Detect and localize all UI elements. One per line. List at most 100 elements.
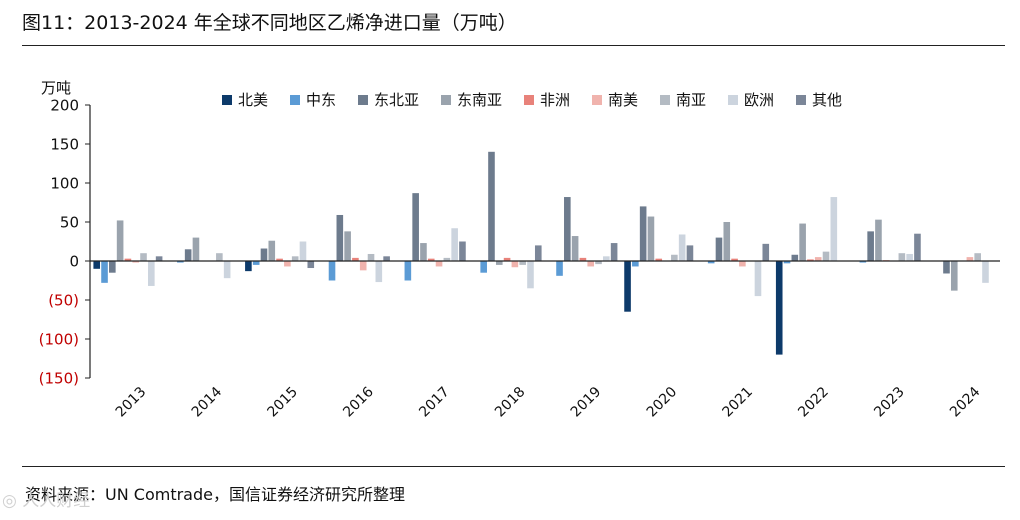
bar-东北亚-2018 — [488, 151, 495, 261]
chart: 200 150 100 50 0 (50) (100) (150) 万吨 2013 2014 2015… — [39, 79, 1000, 420]
bar-东南亚-2019 — [571, 236, 579, 261]
title-divider — [22, 45, 1005, 46]
legend-label-南美: 南美 — [608, 91, 638, 109]
legend-swatch-北美 — [222, 95, 232, 105]
bar-南美-2016 — [359, 261, 367, 271]
x-tick-label: 2021 — [720, 384, 757, 421]
bar-中东-2021 — [707, 261, 715, 264]
bar-南美-2022 — [814, 257, 822, 261]
x-tick-label: 2023 — [871, 384, 908, 421]
source-note: 资料来源：UN Comtrade，国信证券经济研究所整理 — [25, 485, 405, 504]
legend: 北美 中东 东北亚 东南亚 非洲 南美 南亚 欧洲 其他 — [222, 91, 842, 109]
figure-title: 图11：2013-2024 年全球不同地区乙烯净进口量（万吨） — [22, 12, 517, 34]
bar-东南亚-2018 — [495, 261, 503, 265]
legend-swatch-南亚 — [660, 95, 670, 105]
bar-东北亚-2014 — [184, 249, 192, 261]
bar-东北亚-2021 — [715, 237, 723, 261]
bar-东北亚-2015 — [260, 248, 268, 261]
bar-北美-2020 — [624, 261, 631, 312]
bar-欧洲-2013 — [148, 261, 155, 286]
bar-南亚-2019 — [595, 261, 602, 265]
bar-其他-2017 — [459, 241, 466, 261]
bars-layer — [93, 151, 989, 355]
bar-欧洲-2024 — [982, 261, 989, 283]
bar-南亚-2015 — [291, 256, 299, 261]
x-tick-label: 2017 — [416, 384, 453, 421]
axes-layer — [85, 104, 1000, 379]
bar-欧洲-2016 — [375, 261, 383, 283]
bar-南亚-2024 — [974, 253, 981, 261]
bar-东南亚-2023 — [875, 219, 882, 261]
bar-东南亚-2014 — [192, 237, 200, 261]
legend-label-中东: 中东 — [306, 91, 336, 109]
bar-南美-2024 — [966, 257, 974, 261]
bar-中东-2022 — [783, 261, 791, 264]
bar-东北亚-2024 — [943, 261, 950, 274]
x-tick-label: 2018 — [492, 384, 529, 421]
legend-swatch-中东 — [290, 95, 300, 105]
bar-欧洲-2022 — [830, 197, 838, 261]
y-tick-label: 100 — [50, 175, 79, 193]
bar-东南亚-2016 — [344, 231, 351, 261]
bar-其他-2020 — [686, 245, 694, 261]
bar-南美-2017 — [435, 261, 443, 267]
x-tick-label: 2016 — [340, 384, 377, 421]
legend-swatch-东南亚 — [441, 95, 451, 105]
bar-南亚-2014 — [216, 253, 223, 261]
legend-label-欧洲: 欧洲 — [744, 91, 774, 109]
bar-东北亚-2020 — [639, 206, 647, 261]
bar-南亚-2017 — [443, 257, 451, 261]
legend-label-其他: 其他 — [812, 91, 842, 109]
bar-南亚-2020 — [671, 254, 678, 261]
bar-东北亚-2023 — [867, 231, 874, 261]
bar-其他-2019 — [610, 243, 618, 261]
bar-北美-2015 — [245, 261, 252, 272]
x-tick-label: 2024 — [947, 384, 984, 421]
bar-欧洲-2018 — [527, 261, 534, 289]
bar-南亚-2022 — [822, 251, 830, 261]
bar-东南亚-2022 — [799, 223, 806, 261]
bar-东北亚-2019 — [564, 197, 571, 261]
legend-label-东北亚: 东北亚 — [374, 91, 419, 109]
legend-label-东南亚: 东南亚 — [457, 91, 502, 109]
bar-南亚-2013 — [140, 253, 147, 261]
x-tick-label: 2014 — [189, 384, 226, 421]
bar-非洲-2017 — [427, 258, 435, 261]
y-tick-label: (100) — [39, 331, 79, 349]
bar-非洲-2022 — [807, 259, 814, 261]
bar-欧洲-2017 — [451, 228, 458, 261]
bar-欧洲-2014 — [223, 261, 231, 279]
y-axis-unit-label: 万吨 — [41, 79, 71, 97]
y-tick-label: (50) — [48, 292, 79, 310]
x-tick-label: 2020 — [644, 384, 681, 421]
bar-欧洲-2019 — [603, 256, 610, 261]
bar-非洲-2016 — [352, 257, 359, 261]
bar-南美-2018 — [511, 261, 519, 268]
bar-中东-2016 — [328, 261, 336, 281]
x-tick-label: 2022 — [795, 384, 832, 421]
bar-东北亚-2016 — [336, 214, 344, 261]
bar-中东-2015 — [252, 261, 260, 265]
y-tick-label: 150 — [50, 136, 79, 154]
y-tick-label: 50 — [60, 214, 79, 232]
legend-label-非洲: 非洲 — [540, 91, 570, 109]
bar-其他-2015 — [307, 261, 315, 269]
bar-中东-2018 — [480, 261, 487, 273]
y-tick-label: (150) — [39, 370, 79, 388]
legend-label-北美: 北美 — [238, 91, 268, 109]
legend-label-南亚: 南亚 — [676, 91, 706, 109]
bar-东南亚-2024 — [950, 261, 958, 291]
bar-欧洲-2020 — [678, 234, 686, 261]
bar-其他-2013 — [155, 256, 163, 261]
legend-swatch-东北亚 — [358, 95, 368, 105]
bar-东北亚-2013 — [109, 261, 116, 273]
bar-南亚-2016 — [367, 253, 375, 261]
x-tick-label: 2019 — [568, 384, 605, 421]
bar-欧洲-2023 — [906, 253, 913, 261]
bar-其他-2016 — [383, 256, 390, 261]
bar-东南亚-2017 — [420, 243, 427, 261]
legend-swatch-其他 — [796, 95, 806, 105]
labels-layer: 200 150 100 50 0 (50) (100) (150) 万吨 2013 2014 2015… — [39, 79, 984, 420]
watermark-text: ◎ 人人财经 — [2, 491, 91, 511]
bar-东北亚-2022 — [791, 254, 799, 261]
